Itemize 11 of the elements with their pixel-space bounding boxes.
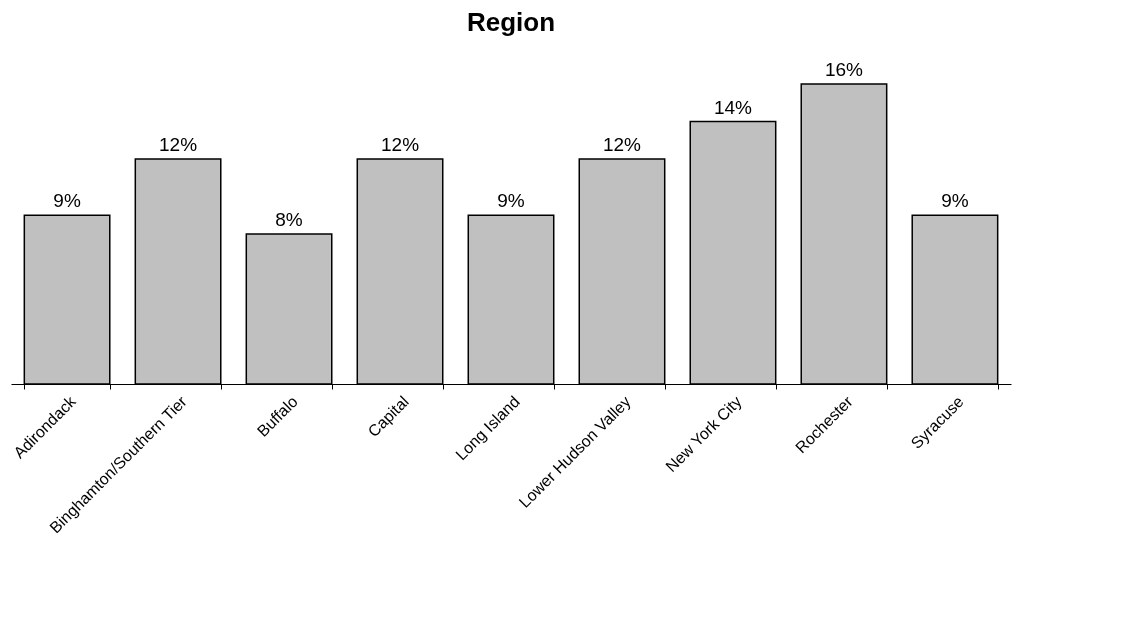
data-label: 12% bbox=[159, 134, 198, 155]
data-label: 8% bbox=[275, 209, 303, 230]
data-label: 9% bbox=[53, 190, 81, 212]
x-tick-label: New York City bbox=[662, 392, 745, 476]
data-label: 12% bbox=[381, 134, 420, 155]
data-label: 16% bbox=[824, 59, 864, 80]
data-label: 9% bbox=[497, 190, 525, 212]
data-label: 14% bbox=[713, 96, 753, 118]
data-label: 9% bbox=[941, 190, 969, 212]
data-label: 12% bbox=[602, 134, 642, 155]
chart-title: Region bbox=[466, 7, 556, 37]
